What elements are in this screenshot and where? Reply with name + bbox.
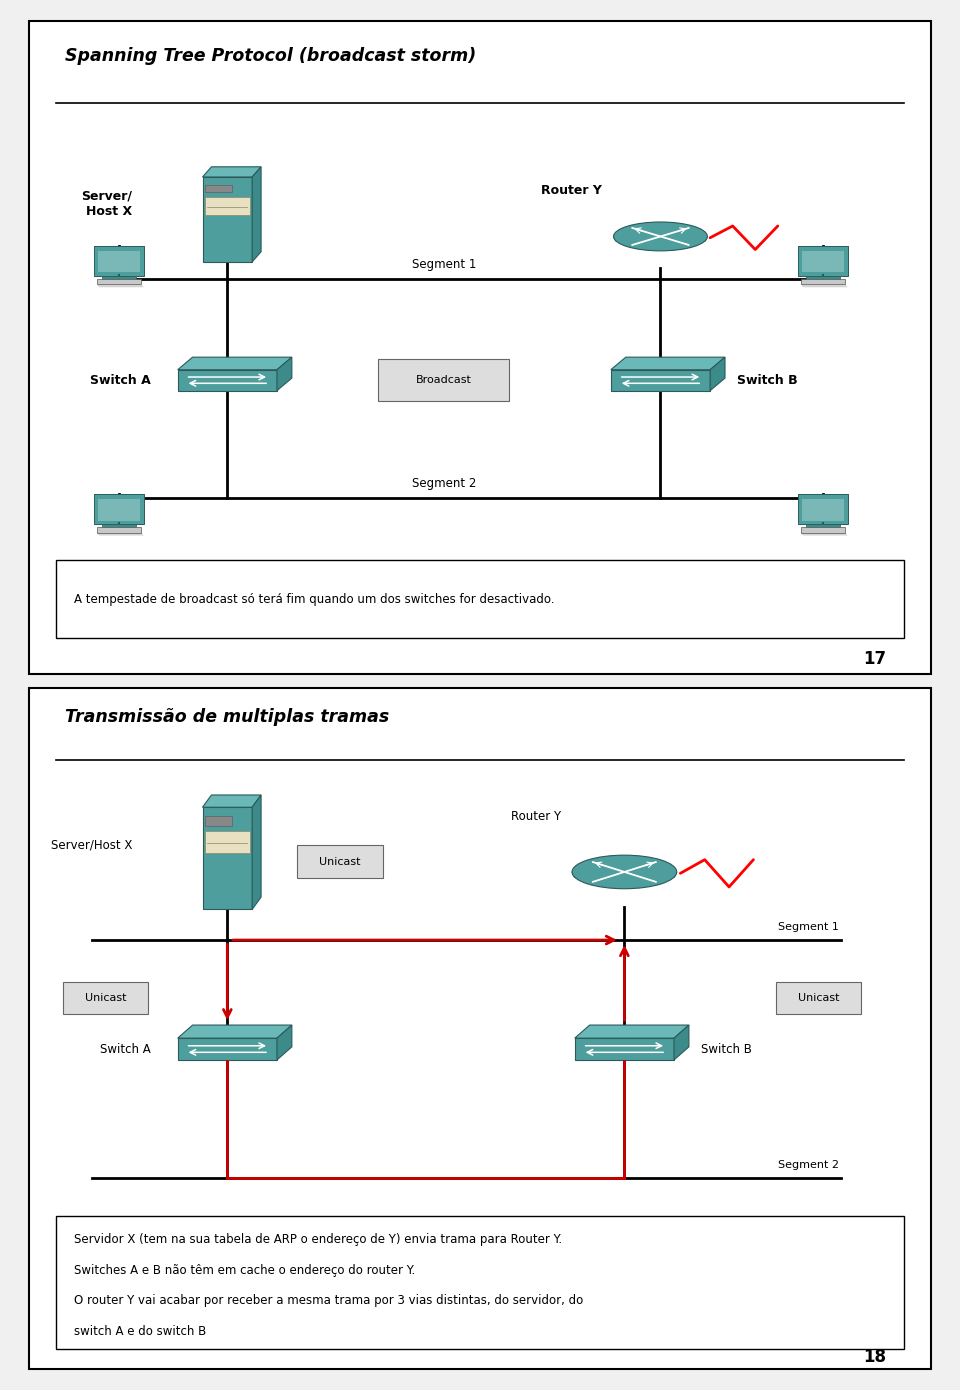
Polygon shape [801, 532, 848, 535]
Polygon shape [674, 1024, 689, 1061]
Ellipse shape [572, 855, 677, 888]
FancyBboxPatch shape [378, 359, 510, 402]
Polygon shape [178, 1024, 292, 1038]
FancyBboxPatch shape [205, 196, 250, 215]
Polygon shape [97, 285, 144, 288]
FancyBboxPatch shape [801, 527, 845, 532]
FancyBboxPatch shape [798, 246, 848, 275]
Text: Segment 1: Segment 1 [778, 922, 839, 931]
Polygon shape [252, 167, 261, 261]
FancyBboxPatch shape [102, 275, 136, 281]
Text: Server/Host X: Server/Host X [51, 838, 132, 851]
FancyBboxPatch shape [62, 981, 149, 1015]
FancyBboxPatch shape [575, 1038, 674, 1061]
Text: Switch A: Switch A [90, 374, 151, 386]
Polygon shape [575, 1024, 689, 1038]
Text: Switch B: Switch B [737, 374, 798, 386]
Text: Servidor X (tem na sua tabela de ARP o endereço de Y) envia trama para Router Y.: Servidor X (tem na sua tabela de ARP o e… [74, 1233, 562, 1245]
Text: Segment 1: Segment 1 [412, 259, 476, 271]
Polygon shape [203, 795, 261, 808]
Text: Switch B: Switch B [701, 1042, 752, 1055]
Text: Switches A e B não têm em cache o endereço do router Y.: Switches A e B não têm em cache o endere… [74, 1264, 415, 1276]
Polygon shape [252, 795, 261, 909]
Text: A tempestade de broadcast só terá fim quando um dos switches for desactivado.: A tempestade de broadcast só terá fim qu… [74, 592, 555, 606]
Text: Server/
Host X: Server/ Host X [82, 190, 132, 218]
Text: Unicast: Unicast [320, 856, 361, 867]
FancyBboxPatch shape [801, 279, 845, 285]
Text: Segment 2: Segment 2 [412, 477, 476, 489]
Polygon shape [203, 167, 261, 177]
Text: Unicast: Unicast [84, 992, 127, 1004]
FancyBboxPatch shape [94, 246, 144, 275]
Polygon shape [277, 357, 292, 391]
FancyBboxPatch shape [29, 688, 931, 1369]
Polygon shape [710, 357, 725, 391]
FancyBboxPatch shape [203, 808, 252, 909]
FancyBboxPatch shape [205, 185, 232, 192]
FancyBboxPatch shape [178, 1038, 277, 1061]
FancyBboxPatch shape [205, 831, 250, 853]
Polygon shape [611, 357, 725, 370]
Text: Switch A: Switch A [100, 1042, 151, 1055]
Polygon shape [572, 872, 677, 877]
Text: Segment 2: Segment 2 [778, 1161, 839, 1170]
Text: Router Y: Router Y [540, 185, 602, 197]
Polygon shape [277, 1024, 292, 1061]
FancyBboxPatch shape [298, 845, 383, 878]
FancyBboxPatch shape [802, 499, 844, 521]
FancyBboxPatch shape [203, 177, 252, 261]
FancyBboxPatch shape [29, 21, 931, 674]
FancyBboxPatch shape [178, 370, 277, 391]
FancyBboxPatch shape [805, 275, 840, 281]
FancyBboxPatch shape [205, 816, 232, 826]
FancyBboxPatch shape [805, 524, 840, 530]
FancyBboxPatch shape [611, 370, 710, 391]
FancyBboxPatch shape [97, 527, 141, 532]
FancyBboxPatch shape [98, 499, 140, 521]
Text: Broadcast: Broadcast [416, 375, 472, 385]
Text: Unicast: Unicast [798, 992, 839, 1004]
FancyBboxPatch shape [776, 981, 861, 1015]
FancyBboxPatch shape [102, 524, 136, 530]
FancyBboxPatch shape [56, 1216, 904, 1348]
FancyBboxPatch shape [802, 252, 844, 272]
FancyBboxPatch shape [56, 560, 904, 638]
Ellipse shape [613, 222, 708, 250]
Text: Router Y: Router Y [511, 810, 562, 823]
Text: Transmissão de multiplas tramas: Transmissão de multiplas tramas [65, 709, 389, 727]
FancyBboxPatch shape [98, 252, 140, 272]
Text: 17: 17 [863, 649, 886, 667]
Text: O router Y vai acabar por receber a mesma trama por 3 vias distintas, do servido: O router Y vai acabar por receber a mesm… [74, 1294, 583, 1307]
Text: 18: 18 [863, 1348, 886, 1366]
Text: switch A e do switch B: switch A e do switch B [74, 1325, 206, 1339]
Polygon shape [801, 285, 848, 288]
FancyBboxPatch shape [94, 495, 144, 524]
Polygon shape [613, 236, 708, 240]
FancyBboxPatch shape [97, 279, 141, 285]
Polygon shape [97, 532, 144, 535]
Text: Spanning Tree Protocol (broadcast storm): Spanning Tree Protocol (broadcast storm) [65, 47, 476, 65]
Polygon shape [178, 357, 292, 370]
FancyBboxPatch shape [798, 495, 848, 524]
